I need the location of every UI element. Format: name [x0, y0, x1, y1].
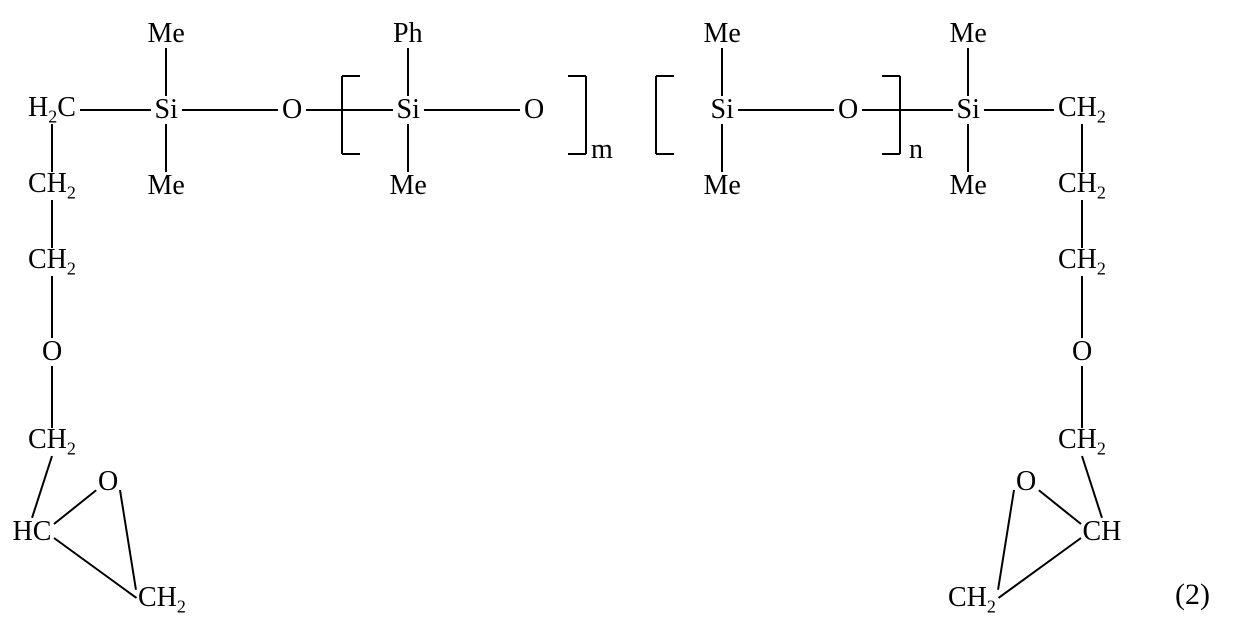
right-bond-ch-o — [1037, 489, 1081, 525]
bond-si3-o3 — [738, 109, 835, 111]
sub-top-1: Ph — [393, 20, 423, 48]
bracket-l-1 — [655, 76, 657, 154]
sub-bot-2: Me — [704, 172, 741, 200]
bracket-l-bot-0 — [342, 153, 360, 155]
right-ch2-1: CH2 — [1058, 94, 1106, 126]
bracket-r-bot-1 — [882, 153, 900, 155]
right-bond-o-ch2 — [997, 490, 1015, 590]
right-ch: CH — [1083, 518, 1122, 546]
bracket-l-bot-1 — [656, 153, 674, 155]
right-bond-ch2-2 — [1081, 124, 1083, 172]
bracket-r-top-1 — [882, 75, 900, 77]
sub-top-0: Me — [148, 20, 185, 48]
left-ch: HC — [13, 518, 52, 546]
left-bond-o — [51, 276, 53, 338]
repeat-sub-0: m — [591, 136, 613, 164]
bond-si1-o1 — [182, 109, 279, 111]
left-bond-ch2-2 — [51, 124, 53, 172]
backbone-o1: O — [282, 96, 302, 124]
bond-lch-si1 — [80, 109, 151, 111]
bond-bot-0 — [165, 124, 167, 172]
left-ch2-1: H2C — [28, 94, 76, 126]
left-bond-to-ch — [31, 456, 53, 519]
sub-top-2: Me — [704, 20, 741, 48]
sub-bot-1: Me — [390, 172, 427, 200]
bond-o1-si2 — [306, 109, 393, 111]
sub-top-3: Me — [950, 20, 987, 48]
right-bond-ch-ch2 — [997, 537, 1081, 599]
right-epox-ch2: CH2 — [948, 584, 996, 616]
backbone-o3: O — [838, 96, 858, 124]
right-bond-ch2-4 — [1081, 366, 1083, 428]
bond-top-3 — [967, 48, 969, 96]
left-ch2-3: CH2 — [28, 246, 76, 278]
bracket-l-top-0 — [342, 75, 360, 77]
left-o: O — [42, 338, 62, 366]
bracket-l-top-1 — [656, 75, 674, 77]
left-epox-o: O — [98, 468, 118, 496]
backbone-si3: Si — [711, 96, 734, 124]
right-ch2-3: CH2 — [1058, 246, 1106, 278]
bond-bot-3 — [967, 124, 969, 172]
right-bond-o — [1081, 276, 1083, 338]
bond-bot-2 — [721, 124, 723, 172]
sub-bot-0: Me — [148, 172, 185, 200]
right-ch2-2: CH2 — [1058, 170, 1106, 202]
left-ch2-2: CH2 — [28, 170, 76, 202]
right-ch2-4: CH2 — [1058, 426, 1106, 458]
backbone-si4: Si — [957, 96, 980, 124]
left-bond-ch2-4 — [51, 366, 53, 428]
left-epox-ch2: CH2 — [138, 584, 186, 616]
bond-top-2 — [721, 48, 723, 96]
left-bond-ch2-3 — [51, 200, 53, 248]
bond-top-1 — [407, 48, 409, 96]
sub-bot-3: Me — [950, 172, 987, 200]
left-bond-o-ch2 — [119, 490, 137, 590]
bracket-r-1 — [899, 76, 901, 154]
bond-si2-o2 — [424, 109, 521, 111]
left-bond-ch-ch2 — [53, 537, 137, 599]
right-bond-ch2-3 — [1081, 200, 1083, 248]
left-ch2-4: CH2 — [28, 426, 76, 458]
backbone-o2: O — [524, 96, 544, 124]
bond-top-0 — [165, 48, 167, 96]
formula-number: (2) — [1175, 578, 1210, 612]
right-epox-o: O — [1016, 468, 1036, 496]
bracket-r-bot-0 — [568, 153, 586, 155]
backbone-si1: Si — [155, 96, 178, 124]
right-o: O — [1072, 338, 1092, 366]
right-bond-to-ch — [1081, 456, 1103, 519]
bracket-r-top-0 — [568, 75, 586, 77]
bracket-l-0 — [341, 76, 343, 154]
bond-si4-rch — [984, 109, 1055, 111]
left-bond-ch-o — [53, 489, 97, 525]
repeat-sub-1: n — [909, 136, 923, 164]
bracket-r-0 — [585, 76, 587, 154]
bond-bot-1 — [407, 124, 409, 172]
bond-o3-si4 — [862, 109, 953, 111]
backbone-si2: Si — [397, 96, 420, 124]
